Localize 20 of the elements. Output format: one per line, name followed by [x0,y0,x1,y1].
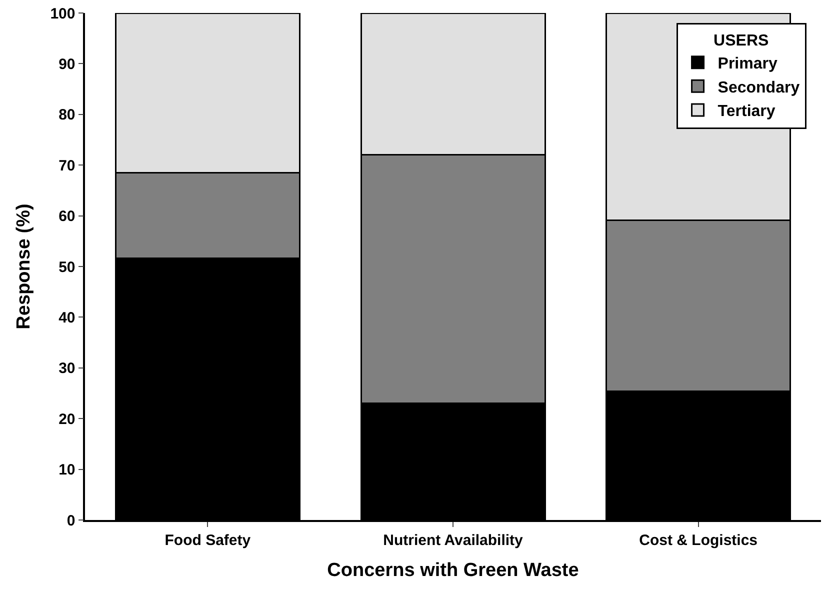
x-tick-label: Nutrient Availability [383,532,524,549]
x-tick-label: Cost & Logistics [639,532,758,549]
y-tick-label: 0 [66,512,76,530]
y-tick-label: 70 [58,157,76,174]
y-tick-label: 10 [58,462,76,479]
x-axis-title: Concerns with Green Waste [327,560,579,582]
y-tick-label: 20 [58,410,76,428]
legend-title: USERS [714,32,770,50]
legend-label: Secondary [718,79,800,96]
y-tick-label: 40 [58,309,76,326]
y-tick-label: 60 [58,208,76,226]
legend-label: Primary [718,56,778,73]
legend-label: Tertiary [718,103,776,120]
y-tick-label: 90 [58,56,76,73]
y-axis-title: Response (%) [14,204,35,330]
y-tick-label: 80 [58,106,76,124]
y-tick-label: 30 [58,360,76,378]
y-tick-label: 50 [58,258,76,276]
y-tick-label: 100 [50,5,76,22]
x-tick-label: Food Safety [164,532,252,549]
